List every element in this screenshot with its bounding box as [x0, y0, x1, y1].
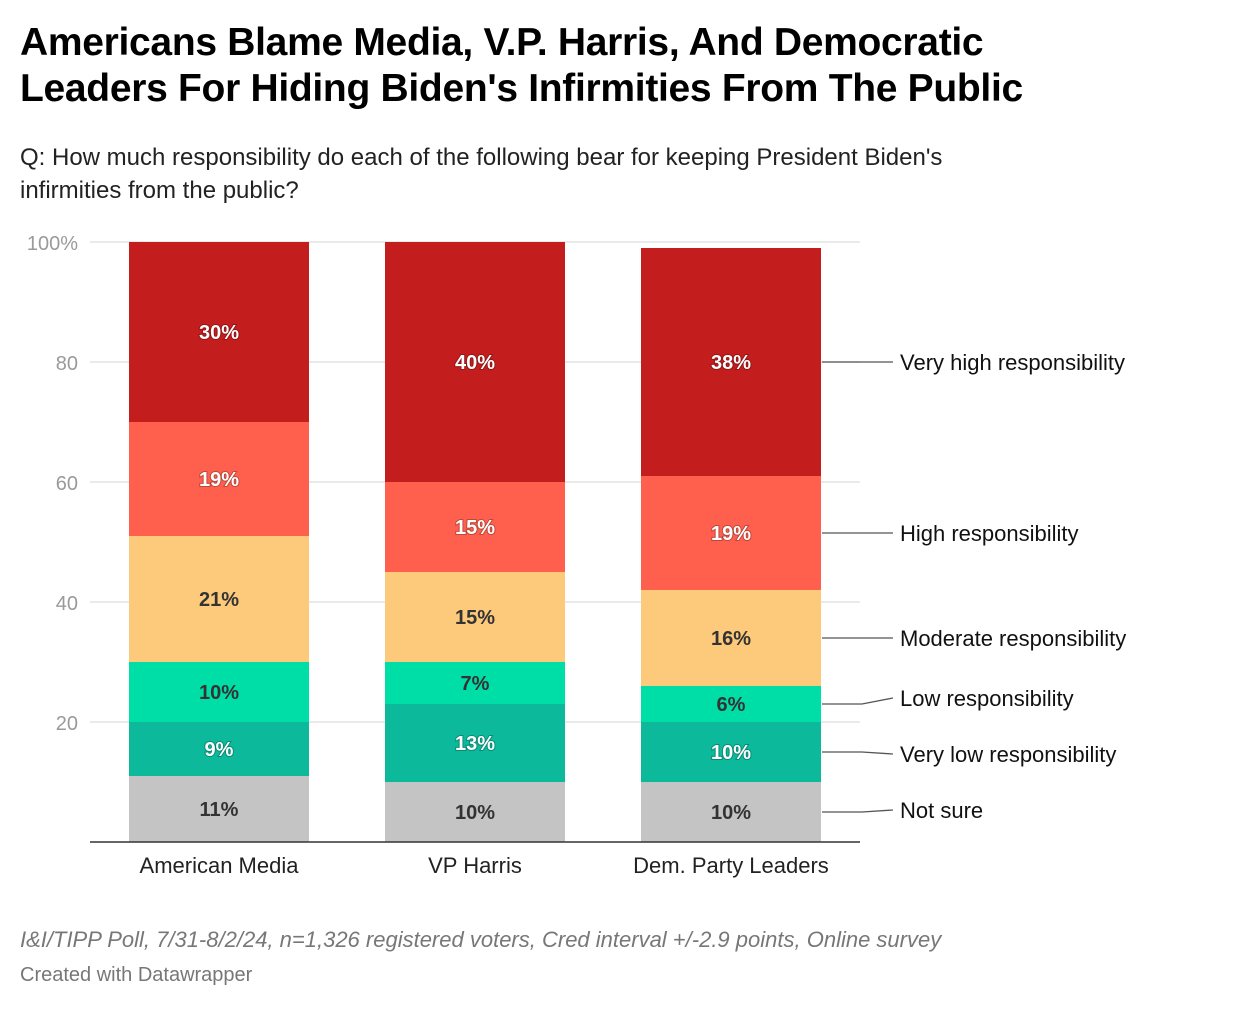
- data-label: 10%: [455, 802, 495, 824]
- legend-label: Moderate responsibility: [900, 626, 1126, 651]
- bar-segment: [129, 536, 309, 662]
- legend-leader-line: [822, 697, 894, 705]
- bar-segment: [129, 422, 309, 536]
- chart-title-line-2: Leaders For Hiding Biden's Infirmities F…: [20, 67, 1023, 110]
- bar-segment: [129, 722, 309, 776]
- chart-title: Americans Blame Media, V.P. Harris, And …: [20, 20, 1200, 112]
- legend-label: Low responsibility: [900, 686, 1074, 711]
- data-label: 15%: [455, 517, 495, 539]
- y-tick-label: 20: [56, 713, 78, 735]
- chart-subtitle: Q: How much responsibility do each of th…: [20, 141, 1200, 207]
- data-label: 11%: [200, 799, 239, 821]
- x-tick-label: VP Harris: [428, 853, 522, 878]
- data-label: 10%: [711, 742, 751, 764]
- bar-segment: [385, 572, 565, 662]
- legend-label: Very high responsibility: [900, 350, 1125, 375]
- bar-segment: [385, 662, 565, 704]
- data-label: 38%: [711, 352, 751, 374]
- bar-segment: [129, 776, 309, 842]
- data-label: 6%: [717, 694, 746, 716]
- data-label: 19%: [199, 469, 239, 491]
- y-tick-label: 100%: [27, 233, 78, 255]
- data-label: 21%: [199, 589, 239, 611]
- chart-subtitle-line-1: Q: How much responsibility do each of th…: [20, 144, 943, 171]
- legend-leader-line: [822, 809, 894, 813]
- data-label: 40%: [455, 352, 495, 374]
- bar-segment: [641, 248, 821, 476]
- bar-segment: [641, 722, 821, 782]
- x-tick-label: Dem. Party Leaders: [633, 853, 829, 878]
- y-tick-label: 60: [56, 473, 78, 495]
- bar-segment: [385, 704, 565, 782]
- legend-label: Not sure: [900, 798, 983, 823]
- bar-segment: [129, 242, 309, 422]
- legend-leader-line: [822, 751, 894, 755]
- data-label: 9%: [205, 739, 234, 761]
- bar-segment: [641, 590, 821, 686]
- chart-subtitle-line-2: infirmities from the public?: [20, 177, 299, 204]
- data-label: 13%: [455, 733, 495, 755]
- bar-segment: [641, 782, 821, 842]
- data-label: 10%: [199, 682, 239, 704]
- data-label: 30%: [199, 322, 239, 344]
- bar-segment: [641, 686, 821, 722]
- data-label: 16%: [711, 628, 751, 650]
- bar-segment: [641, 476, 821, 590]
- data-label: 10%: [711, 802, 751, 824]
- legend-label: Very low responsibility: [900, 742, 1116, 767]
- bar-segment: [385, 782, 565, 842]
- x-tick-label: American Media: [140, 853, 300, 878]
- legend-label: High responsibility: [900, 521, 1079, 546]
- data-label: 15%: [455, 607, 495, 629]
- bar-segment: [129, 662, 309, 722]
- bar-segment: [385, 242, 565, 482]
- data-label: 7%: [461, 673, 490, 695]
- chart-title-line-1: Americans Blame Media, V.P. Harris, And …: [20, 21, 984, 64]
- y-tick-label: 40: [56, 593, 78, 615]
- bar-segment: [385, 482, 565, 572]
- data-label: 19%: [711, 523, 751, 545]
- y-tick-label: 80: [56, 353, 78, 375]
- datawrapper-credit[interactable]: Created with Datawrapper: [20, 964, 253, 986]
- source-note: I&I/TIPP Poll, 7/31-8/2/24, n=1,326 regi…: [20, 927, 942, 952]
